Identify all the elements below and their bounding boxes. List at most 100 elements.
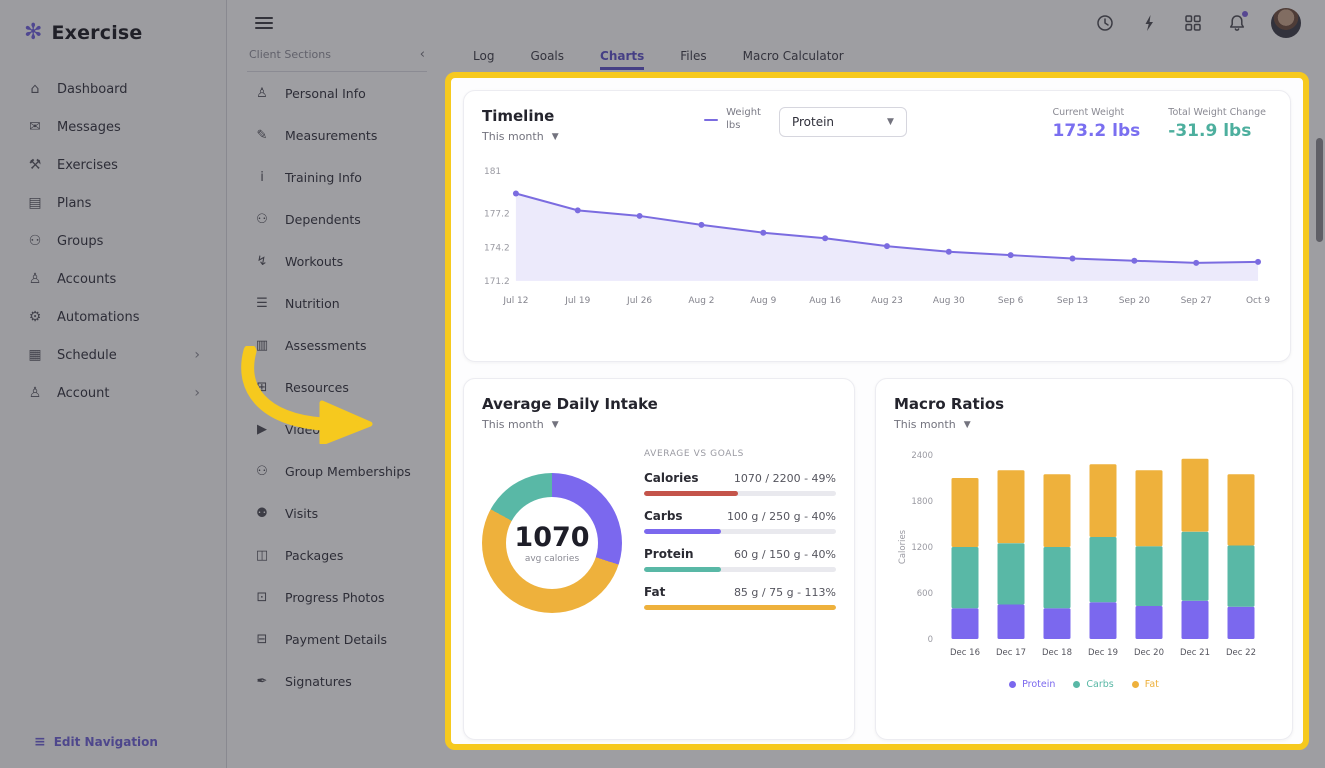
svg-text:Dec 22: Dec 22 bbox=[1226, 648, 1256, 658]
calories-donut-chart: 1070 avg calories bbox=[482, 473, 622, 613]
tab-macro-calculator[interactable]: Macro Calculator bbox=[742, 49, 844, 63]
svg-text:Sep 20: Sep 20 bbox=[1119, 296, 1150, 306]
history-clock-icon[interactable] bbox=[1095, 13, 1115, 33]
svg-text:Sep 6: Sep 6 bbox=[998, 296, 1024, 306]
legend-label: Carbs bbox=[1086, 679, 1114, 690]
edit-navigation-button[interactable]: ≡ Edit Navigation bbox=[34, 734, 158, 750]
sidebar-item-messages[interactable]: ✉ Messages bbox=[0, 108, 226, 146]
timeline-title-block: Timeline This month ▼ bbox=[482, 107, 559, 143]
legend-label: Protein bbox=[1022, 679, 1056, 690]
apps-grid-icon[interactable] bbox=[1183, 13, 1203, 33]
clipboard-icon: ▤ bbox=[28, 195, 42, 211]
sidebar-item-dashboard[interactable]: ⌂ Dashboard bbox=[0, 70, 226, 108]
fat-dot-icon bbox=[1131, 681, 1139, 688]
vertical-scrollbar[interactable] bbox=[1316, 138, 1323, 242]
client-section-label: Payment Details bbox=[285, 631, 388, 647]
sidebar-item-exercises[interactable]: ⚒ Exercises bbox=[0, 146, 226, 184]
sidebar-item-groups[interactable]: ⚇ Groups bbox=[0, 222, 226, 260]
client-section-workouts[interactable]: ↯ Workouts bbox=[247, 240, 427, 282]
protein-dot-icon bbox=[1009, 681, 1017, 688]
grid-icon: ⊞ bbox=[256, 379, 268, 395]
weight-series-dash-icon bbox=[704, 118, 719, 121]
client-section-label: Assessments bbox=[285, 337, 367, 353]
sidebar-item-accounts[interactable]: ♙ Accounts bbox=[0, 260, 226, 298]
svg-text:Oct 9: Oct 9 bbox=[1246, 296, 1270, 306]
goal-label: Calories bbox=[644, 471, 699, 485]
intake-row-protein: Protein 60 g / 150 g - 40% bbox=[644, 547, 836, 572]
timeline-title: Timeline bbox=[482, 107, 555, 125]
visits-icon: ⚉ bbox=[256, 505, 268, 521]
photo-icon: ⊡ bbox=[256, 589, 268, 605]
sidebar-item-plans[interactable]: ▤ Plans bbox=[0, 184, 226, 222]
tab-log[interactable]: Log bbox=[473, 49, 495, 63]
client-section-label: Signatures bbox=[285, 673, 352, 689]
box-icon: ◫ bbox=[255, 547, 269, 563]
intake-body: 1070 avg calories AVERAGE VS GOALS Calor… bbox=[482, 447, 836, 623]
body-row: Client Sections ‹ ♙ Personal Info ✎ Measure… bbox=[227, 45, 1325, 768]
sidebar-item-label: Accounts bbox=[57, 271, 117, 287]
svg-text:Dec 16: Dec 16 bbox=[950, 648, 980, 658]
client-section-label: Training Info bbox=[285, 169, 362, 185]
svg-text:Dec 17: Dec 17 bbox=[996, 648, 1026, 658]
highlight-region: Timeline This month ▼ Weight l bbox=[445, 72, 1309, 750]
client-sections-header: Client Sections ‹ bbox=[247, 45, 427, 72]
notifications-bell-icon[interactable] bbox=[1227, 10, 1248, 33]
flower-asterisk-icon: ✻ bbox=[24, 20, 43, 45]
client-section-personal-info[interactable]: ♙ Personal Info bbox=[247, 72, 427, 114]
client-section-packages[interactable]: ◫ Packages bbox=[247, 534, 427, 576]
chevron-left-icon[interactable]: ‹ bbox=[419, 47, 425, 62]
sidebar-item-automations[interactable]: ⚙ Automations bbox=[0, 298, 226, 336]
timeline-stats: Current Weight 173.2 lbs Total Weight Chan… bbox=[1052, 107, 1272, 141]
timeline-period-dropdown[interactable]: This month ▼ bbox=[482, 130, 559, 143]
goal-progress-fill bbox=[644, 567, 721, 572]
goal-value: 85 g / 75 g - 113% bbox=[733, 586, 836, 599]
macro-title: Macro Ratios bbox=[894, 395, 1005, 413]
client-section-payment-details[interactable]: ⊟ Payment Details bbox=[247, 618, 427, 660]
goal-progress-track bbox=[644, 491, 836, 496]
goal-value: 60 g / 150 g - 40% bbox=[733, 548, 836, 561]
client-section-assessments[interactable]: ▥ Assessments bbox=[247, 324, 427, 366]
card-icon: ⊟ bbox=[256, 631, 268, 647]
food-icon: ☰ bbox=[256, 295, 268, 311]
timeline-period-value: This month bbox=[482, 130, 544, 143]
chevron-right-icon: › bbox=[194, 385, 200, 401]
svg-text:Aug 9: Aug 9 bbox=[750, 296, 776, 306]
client-section-measurements[interactable]: ✎ Measurements bbox=[247, 114, 427, 156]
client-section-group-memberships[interactable]: ⚇ Group Memberships bbox=[247, 450, 427, 492]
client-section-signatures[interactable]: ✒ Signatures bbox=[247, 660, 427, 702]
client-section-nutrition[interactable]: ☰ Nutrition bbox=[247, 282, 427, 324]
goal-progress-track bbox=[644, 529, 836, 534]
sidebar-item-schedule[interactable]: ▦ Schedule › bbox=[0, 336, 226, 374]
metric-select[interactable]: Protein ▼ bbox=[778, 107, 907, 137]
chevron-down-icon: ▼ bbox=[551, 131, 559, 142]
timeline-legend-text: Weight lbs bbox=[726, 107, 761, 131]
intake-row-fat: Fat 85 g / 75 g - 113% bbox=[644, 585, 836, 610]
intake-row-carbs: Carbs 100 g / 250 g - 40% bbox=[644, 509, 836, 534]
sidebar-item-account[interactable]: ♙ Account › bbox=[0, 374, 226, 412]
people-icon: ⚇ bbox=[256, 463, 268, 479]
tab-charts[interactable]: Charts bbox=[600, 49, 644, 70]
client-sections-list: ♙ Personal Info ✎ Measurements i Training Inf… bbox=[247, 72, 427, 702]
goal-progress-fill bbox=[644, 491, 739, 496]
app-logo: ✻ Exercise bbox=[0, 0, 226, 70]
intake-period-dropdown[interactable]: This month ▼ bbox=[482, 418, 836, 431]
sidebar-item-label: Dashboard bbox=[57, 81, 128, 97]
svg-text:2400: 2400 bbox=[911, 451, 933, 461]
hamburger-icon[interactable] bbox=[255, 14, 273, 32]
client-section-dependents[interactable]: ⚇ Dependents bbox=[247, 198, 427, 240]
client-section-visits[interactable]: ⚉ Visits bbox=[247, 492, 427, 534]
client-section-progress-photos[interactable]: ⊡ Progress Photos bbox=[247, 576, 427, 618]
info-icon: i bbox=[260, 169, 264, 185]
macro-period-value: This month bbox=[894, 418, 956, 431]
client-section-training-info[interactable]: i Training Info bbox=[247, 156, 427, 198]
client-sections-panel: Client Sections ‹ ♙ Personal Info ✎ Measure… bbox=[227, 45, 443, 768]
user-avatar[interactable] bbox=[1271, 7, 1301, 38]
svg-text:171.2: 171.2 bbox=[484, 277, 510, 287]
svg-text:Jul 26: Jul 26 bbox=[626, 296, 652, 306]
svg-text:Sep 13: Sep 13 bbox=[1057, 296, 1088, 306]
tab-goals[interactable]: Goals bbox=[530, 49, 565, 63]
flash-icon[interactable] bbox=[1139, 13, 1159, 33]
tab-files[interactable]: Files bbox=[680, 49, 707, 63]
client-section-resources[interactable]: ⊞ Resources bbox=[247, 366, 427, 408]
macro-period-dropdown[interactable]: This month ▼ bbox=[894, 418, 1274, 431]
